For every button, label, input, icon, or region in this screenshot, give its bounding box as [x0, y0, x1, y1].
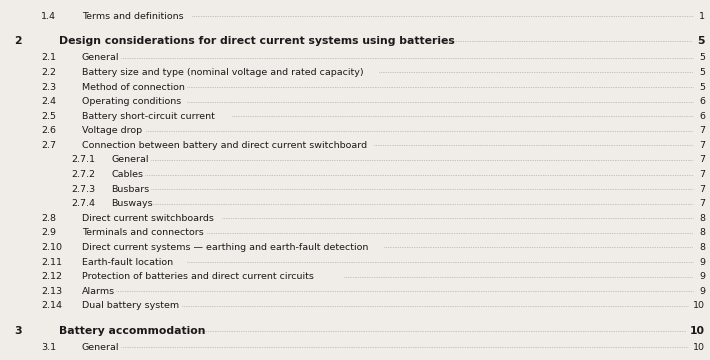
- Text: 2.5: 2.5: [41, 112, 56, 121]
- Text: 7: 7: [699, 185, 705, 194]
- Text: 2.7.3: 2.7.3: [71, 185, 95, 194]
- Text: Battery short-circuit current: Battery short-circuit current: [82, 112, 214, 121]
- Text: Dual battery system: Dual battery system: [82, 301, 179, 310]
- Text: 10: 10: [693, 301, 705, 310]
- Text: Method of connection: Method of connection: [82, 82, 185, 91]
- Text: 10: 10: [693, 343, 705, 352]
- Text: 7: 7: [699, 156, 705, 165]
- Text: 7: 7: [699, 126, 705, 135]
- Text: 2.3: 2.3: [41, 82, 56, 91]
- Text: 7: 7: [699, 141, 705, 150]
- Text: General: General: [82, 343, 119, 352]
- Text: Protection of batteries and direct current circuits: Protection of batteries and direct curre…: [82, 272, 314, 281]
- Text: 6: 6: [699, 112, 705, 121]
- Text: 2.7.4: 2.7.4: [71, 199, 95, 208]
- Text: Terms and definitions: Terms and definitions: [82, 12, 183, 21]
- Text: 8: 8: [699, 228, 705, 237]
- Text: 2.4: 2.4: [41, 97, 56, 106]
- Text: Connection between battery and direct current switchboard: Connection between battery and direct cu…: [82, 141, 367, 150]
- Text: 7: 7: [699, 199, 705, 208]
- Text: 5: 5: [699, 53, 705, 62]
- Text: 9: 9: [699, 257, 705, 266]
- Text: Busbars: Busbars: [111, 185, 150, 194]
- Text: 2.1: 2.1: [41, 53, 56, 62]
- Text: 5: 5: [697, 36, 705, 46]
- Text: 9: 9: [699, 272, 705, 281]
- Text: Alarms: Alarms: [82, 287, 115, 296]
- Text: 2.11: 2.11: [41, 257, 62, 266]
- Text: Terminals and connectors: Terminals and connectors: [82, 228, 203, 237]
- Text: 7: 7: [699, 170, 705, 179]
- Text: Busways: Busways: [111, 199, 153, 208]
- Text: Design considerations for direct current systems using batteries: Design considerations for direct current…: [59, 36, 454, 46]
- Text: 9: 9: [699, 287, 705, 296]
- Text: 3.1: 3.1: [41, 343, 56, 352]
- Text: 5: 5: [699, 68, 705, 77]
- Text: Voltage drop: Voltage drop: [82, 126, 142, 135]
- Text: 6: 6: [699, 97, 705, 106]
- Text: 2.7.1: 2.7.1: [71, 156, 95, 165]
- Text: General: General: [111, 156, 149, 165]
- Text: 2.9: 2.9: [41, 228, 56, 237]
- Text: 10: 10: [690, 325, 705, 336]
- Text: Earth-fault location: Earth-fault location: [82, 257, 173, 266]
- Text: 1.4: 1.4: [41, 12, 56, 21]
- Text: 2.6: 2.6: [41, 126, 56, 135]
- Text: 3: 3: [14, 325, 22, 336]
- Text: 2.8: 2.8: [41, 214, 56, 223]
- Text: 2.2: 2.2: [41, 68, 56, 77]
- Text: 2.12: 2.12: [41, 272, 62, 281]
- Text: 8: 8: [699, 243, 705, 252]
- Text: Battery size and type (nominal voltage and rated capacity): Battery size and type (nominal voltage a…: [82, 68, 364, 77]
- Text: Cables: Cables: [111, 170, 143, 179]
- Text: Operating conditions: Operating conditions: [82, 97, 181, 106]
- Text: 2: 2: [14, 36, 22, 46]
- Text: 1: 1: [699, 12, 705, 21]
- Text: 2.13: 2.13: [41, 287, 62, 296]
- Text: 2.7: 2.7: [41, 141, 56, 150]
- Text: Battery accommodation: Battery accommodation: [59, 325, 205, 336]
- Text: General: General: [82, 53, 119, 62]
- Text: Direct current systems — earthing and earth-fault detection: Direct current systems — earthing and ea…: [82, 243, 368, 252]
- Text: 2.7.2: 2.7.2: [71, 170, 95, 179]
- Text: 2.10: 2.10: [41, 243, 62, 252]
- Text: 2.14: 2.14: [41, 301, 62, 310]
- Text: 5: 5: [699, 82, 705, 91]
- Text: Direct current switchboards: Direct current switchboards: [82, 214, 214, 223]
- Text: 8: 8: [699, 214, 705, 223]
